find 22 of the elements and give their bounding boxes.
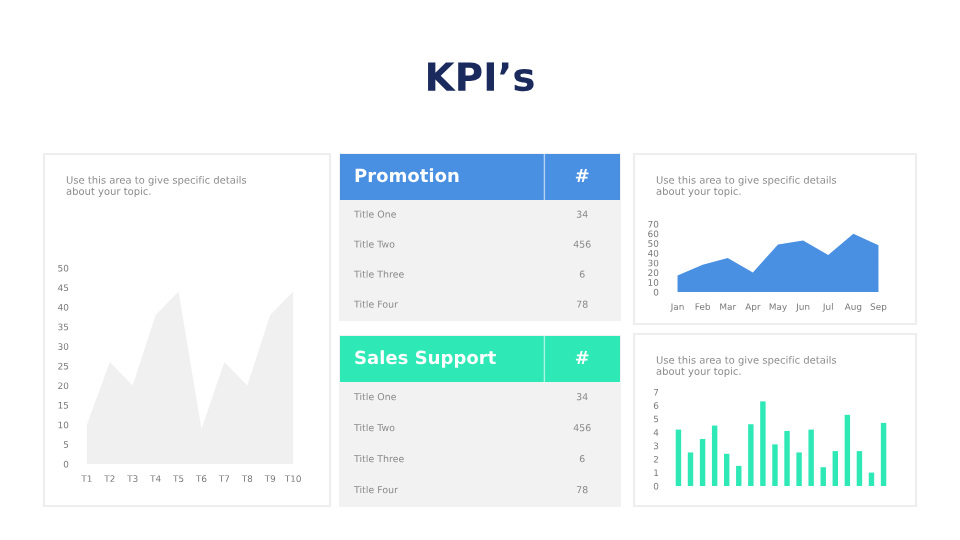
bar — [784, 430, 790, 486]
bar — [675, 429, 682, 486]
bar — [820, 467, 826, 486]
text: Promotion — [355, 168, 459, 183]
text: KPI’s — [428, 62, 534, 92]
bar — [687, 452, 694, 486]
text: # — [575, 351, 589, 364]
bar — [760, 401, 766, 486]
bar — [699, 439, 706, 486]
bar — [832, 451, 839, 486]
bar — [723, 453, 730, 486]
text: # — [575, 169, 589, 182]
bar — [808, 429, 814, 486]
bar — [796, 452, 802, 486]
bar — [748, 424, 754, 486]
text: Sales Support — [355, 350, 496, 368]
bar — [736, 465, 742, 486]
bar — [711, 425, 718, 486]
bar — [772, 444, 778, 486]
bar — [856, 451, 863, 486]
bar — [880, 422, 887, 486]
bar — [844, 414, 851, 486]
